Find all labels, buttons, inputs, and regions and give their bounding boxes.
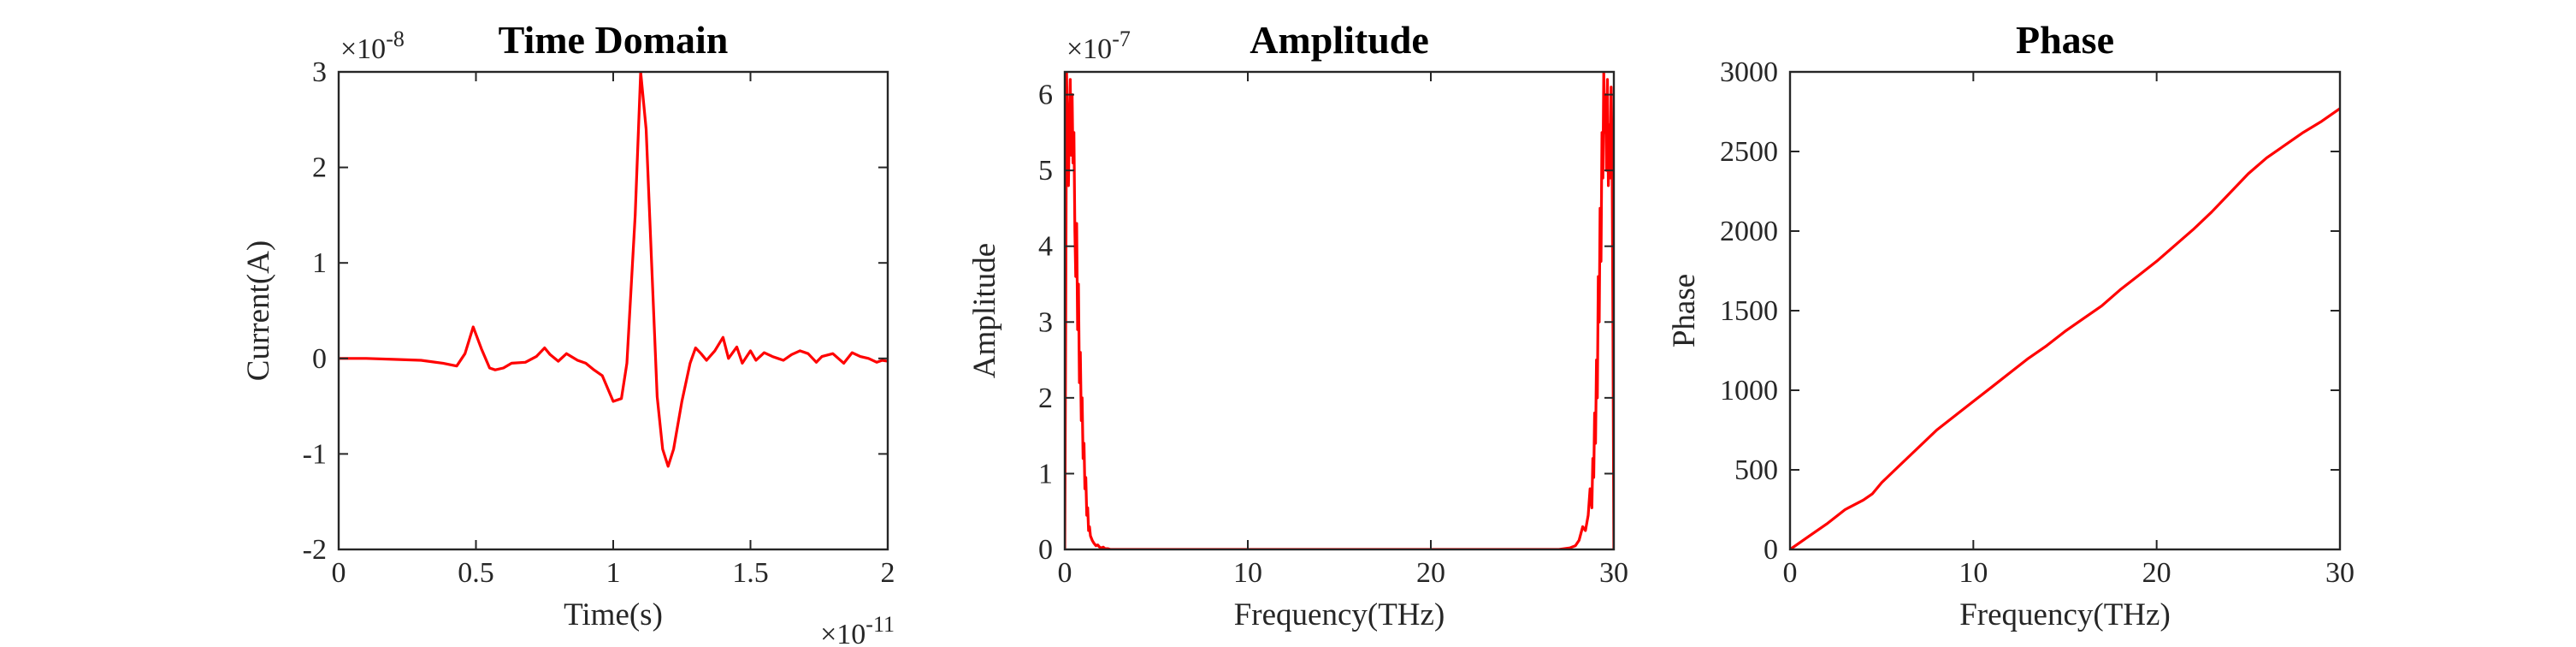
amplitude-chart-title: Amplitude — [1250, 18, 1429, 62]
time-domain-y-exponent: ×10-8 — [340, 27, 405, 65]
amplitude-ytick-label-2: 2 — [1038, 383, 1053, 414]
phase-ytick-label-0: 0 — [1764, 534, 1778, 566]
time-domain-ytick-label-3: 1 — [312, 247, 327, 279]
time-domain-ytick-label-4: 2 — [312, 152, 327, 184]
amplitude-ytick-label-4: 4 — [1038, 231, 1053, 263]
phase-ytick-label-1: 500 — [1734, 454, 1778, 486]
time-domain-x-exponent-power: -11 — [866, 612, 895, 637]
phase-series-line-0 — [1790, 107, 2340, 549]
time-domain-ytick-label-5: 3 — [312, 56, 327, 88]
amplitude-y-exponent: ×10-7 — [1066, 27, 1131, 65]
amplitude-y-exponent-base: ×10 — [1066, 33, 1112, 65]
phase-ytick-label-5: 2500 — [1720, 136, 1778, 168]
time-domain-xtick-label-3: 1.5 — [732, 557, 769, 589]
phase-panel: 0 10 20 30 0 500 1000 1500 2000 2500 3000 Phase Freq… — [1667, 18, 2354, 632]
phase-xtick-label-3: 30 — [2325, 557, 2354, 589]
amplitude-ytick-label-5: 5 — [1038, 155, 1053, 187]
time-domain-xtick-label-2: 1 — [606, 557, 621, 589]
time-domain-axes-box — [337, 70, 889, 551]
time-domain-y-axis-label: Current(A) — [241, 240, 276, 381]
phase-chart-title: Phase — [2016, 18, 2114, 62]
amplitude-axes-box — [1063, 70, 1616, 551]
amplitude-xtick-label-0: 0 — [1058, 557, 1072, 589]
phase-ytick-label-4: 2000 — [1720, 216, 1778, 247]
amplitude-series-line-0 — [1065, 72, 1614, 549]
phase-axes-box — [1788, 70, 2342, 551]
time-domain-xtick-label-1: 0.5 — [458, 557, 494, 589]
amplitude-ytick-label-1: 1 — [1038, 458, 1053, 490]
time-domain-x-axis-label: Time(s) — [564, 597, 663, 632]
phase-y-axis-label: Phase — [1667, 274, 1702, 347]
amplitude-ytick-label-0: 0 — [1038, 534, 1053, 566]
amplitude-y-axis-label: Amplitude — [967, 243, 1002, 378]
phase-xtick-label-0: 0 — [1783, 557, 1798, 589]
amplitude-xtick-label-2: 20 — [1416, 557, 1445, 589]
time-domain-chart-title: Time Domain — [499, 18, 729, 62]
amplitude-ytick-label-3: 3 — [1038, 306, 1053, 338]
amplitude-ytick-label-6: 6 — [1038, 80, 1053, 111]
phase-xtick-label-1: 10 — [1959, 557, 1988, 589]
time-domain-y-exponent-power: -8 — [386, 27, 405, 51]
amplitude-xtick-label-1: 10 — [1233, 557, 1262, 589]
amplitude-xtick-label-3: 30 — [1599, 557, 1628, 589]
time-domain-series-line-0 — [339, 72, 888, 468]
time-domain-panel: 0 0.5 1 1.5 2 -2 -1 0 1 2 3 Time Domain Time(s) Curre… — [241, 18, 895, 647]
time-domain-ytick-label-0: -2 — [303, 534, 327, 566]
amplitude-x-axis-label: Frequency(THz) — [1234, 597, 1445, 632]
amplitude-y-exponent-power: -7 — [1112, 27, 1131, 51]
time-domain-xtick-label-0: 0 — [332, 557, 346, 589]
time-domain-ytick-label-1: -1 — [303, 438, 327, 470]
time-domain-x-exponent: ×10-11 — [820, 612, 895, 647]
phase-ytick-label-2: 1000 — [1720, 375, 1778, 407]
time-domain-y-exponent-base: ×10 — [340, 33, 386, 65]
time-domain-x-exponent-base: ×10 — [820, 619, 866, 647]
phase-ytick-label-3: 1500 — [1720, 295, 1778, 327]
phase-x-axis-label: Frequency(THz) — [1959, 597, 2171, 632]
phase-xtick-label-2: 20 — [2142, 557, 2171, 589]
time-domain-xtick-label-4: 2 — [881, 557, 895, 589]
amplitude-panel: 0 10 20 30 0 1 2 3 4 5 6 Amplitude Frequency(THz) Amp… — [967, 18, 1628, 632]
time-domain-ytick-label-2: 0 — [312, 343, 327, 375]
phase-ytick-label-6: 3000 — [1720, 56, 1778, 88]
